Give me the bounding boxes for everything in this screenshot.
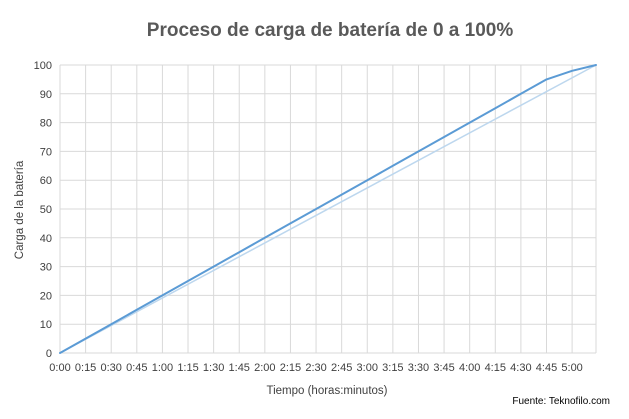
y-tick-label: 0 [46, 348, 52, 360]
x-tick-label: 1:00 [152, 362, 173, 374]
reference-series-line [59, 64, 597, 354]
x-tick-labels: 0:00 0:15 0:30 0:45 1:00 1:15 1:30 1:45 2:00 2:15… [49, 362, 583, 374]
x-tick-label: 3:30 [408, 362, 429, 374]
y-tick-label: 60 [40, 175, 52, 187]
x-tick-label: 3:00 [357, 362, 378, 374]
x-tick-label: 0:00 [49, 362, 70, 374]
x-tick-label: 0:45 [126, 362, 147, 374]
x-tick-label: 5:00 [561, 362, 582, 374]
y-tick-label: 80 [40, 118, 52, 130]
plot-series [59, 64, 597, 354]
y-tick-label: 90 [40, 89, 52, 101]
chart-title: Proceso de carga de batería de 0 a 100% [147, 20, 514, 41]
x-tick-label: 3:15 [382, 362, 403, 374]
grid-lines [59, 64, 597, 354]
y-tick-label: 40 [40, 233, 52, 245]
y-tick-label: 30 [40, 262, 52, 274]
x-axis-label: Tiempo (horas:minutos) [266, 385, 387, 397]
y-tick-label: 100 [34, 60, 52, 72]
x-tick-label: 4:15 [485, 362, 506, 374]
x-tick-label: 2:30 [305, 362, 326, 374]
x-tick-label: 4:30 [510, 362, 531, 374]
x-tick-label: 1:45 [229, 362, 250, 374]
x-tick-label: 2:45 [331, 362, 352, 374]
y-tick-label: 10 [40, 319, 52, 331]
charge-series-line [59, 64, 597, 354]
source-note: Fuente: Teknofilo.com [512, 396, 610, 407]
x-tick-label: 4:45 [536, 362, 557, 374]
x-tick-label: 1:15 [177, 362, 198, 374]
y-tick-label: 50 [40, 204, 52, 216]
y-tick-label: 20 [40, 290, 52, 302]
y-tick-labels: 0 10 20 30 40 50 60 70 80 90 100 [34, 60, 52, 360]
y-tick-label: 70 [40, 146, 52, 158]
x-tick-label: 4:00 [459, 362, 480, 374]
x-tick-label: 1:30 [203, 362, 224, 374]
x-tick-label: 0:30 [100, 362, 121, 374]
x-tick-label: 2:00 [254, 362, 275, 374]
x-tick-label: 2:15 [280, 362, 301, 374]
y-axis-label: Carga de la batería [14, 160, 26, 259]
x-tick-label: 3:45 [433, 362, 454, 374]
x-tick-label: 0:15 [75, 362, 96, 374]
